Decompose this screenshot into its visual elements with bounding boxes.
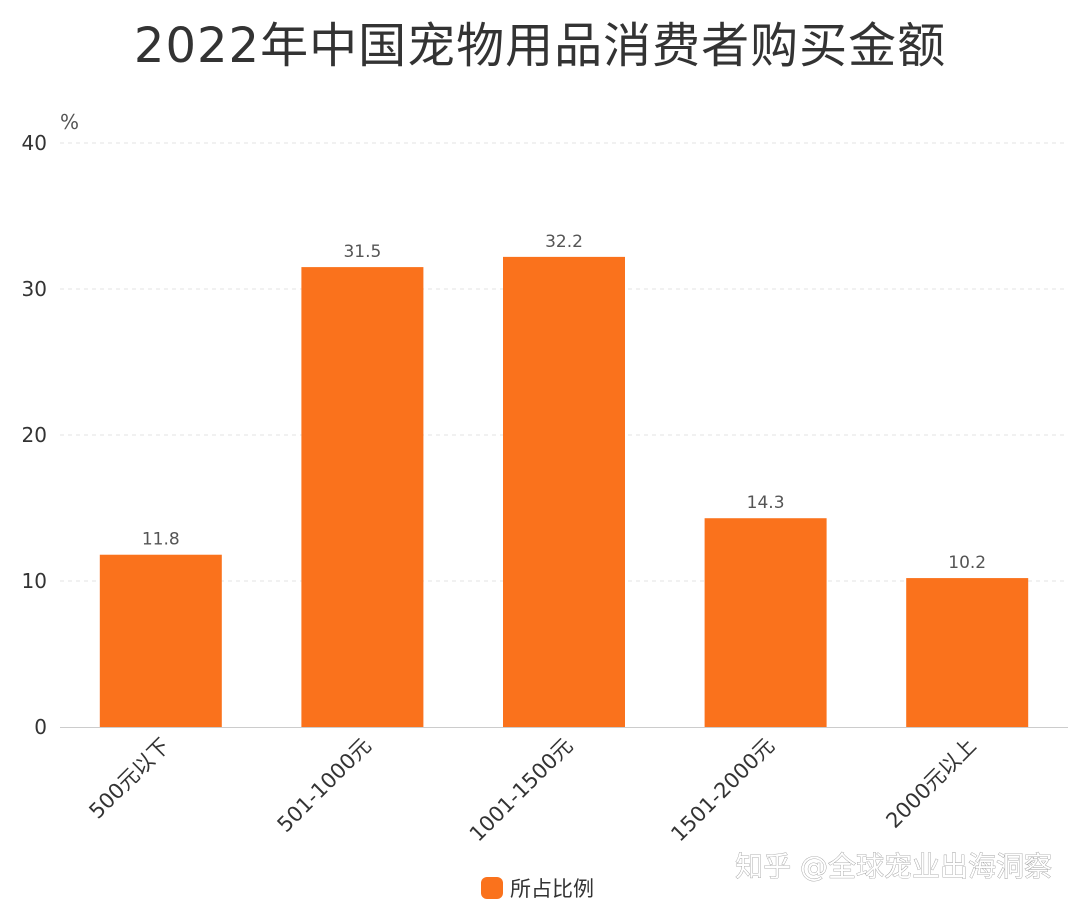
- y-tick-label: 10: [22, 569, 47, 593]
- x-tick-label: 500元以下: [84, 734, 174, 824]
- data-label: 11.8: [142, 530, 180, 550]
- data-label: 31.5: [343, 242, 381, 262]
- y-axis-unit-label: %: [60, 110, 79, 134]
- y-tick-label: 40: [22, 131, 47, 155]
- bar: [704, 518, 827, 727]
- bar: [301, 267, 424, 727]
- bars: [99, 256, 1029, 727]
- x-tick-label: 1001-1500元: [465, 734, 578, 847]
- chart-title: 2022年中国宠物用品消费者购买金额: [133, 18, 947, 74]
- y-tick-label: 20: [22, 423, 47, 447]
- x-tick-label: 1501-2000元: [666, 734, 779, 847]
- data-label: 10.2: [948, 553, 986, 573]
- y-tick-label: 0: [34, 715, 47, 739]
- watermark: 知乎 @全球宠业出海洞察: [735, 850, 1052, 883]
- y-tick-label: 30: [22, 277, 47, 301]
- bar: [906, 578, 1029, 727]
- x-tick-label: 501-1000元: [273, 734, 376, 837]
- legend-label: 所占比例: [510, 877, 594, 901]
- legend-swatch: [481, 877, 503, 899]
- data-label: 32.2: [545, 232, 583, 252]
- bar: [503, 256, 625, 727]
- data-label: 14.3: [747, 493, 785, 513]
- x-tick-label: 2000元以上: [881, 734, 980, 833]
- bar: [99, 554, 222, 727]
- legend[interactable]: 所占比例: [481, 877, 594, 901]
